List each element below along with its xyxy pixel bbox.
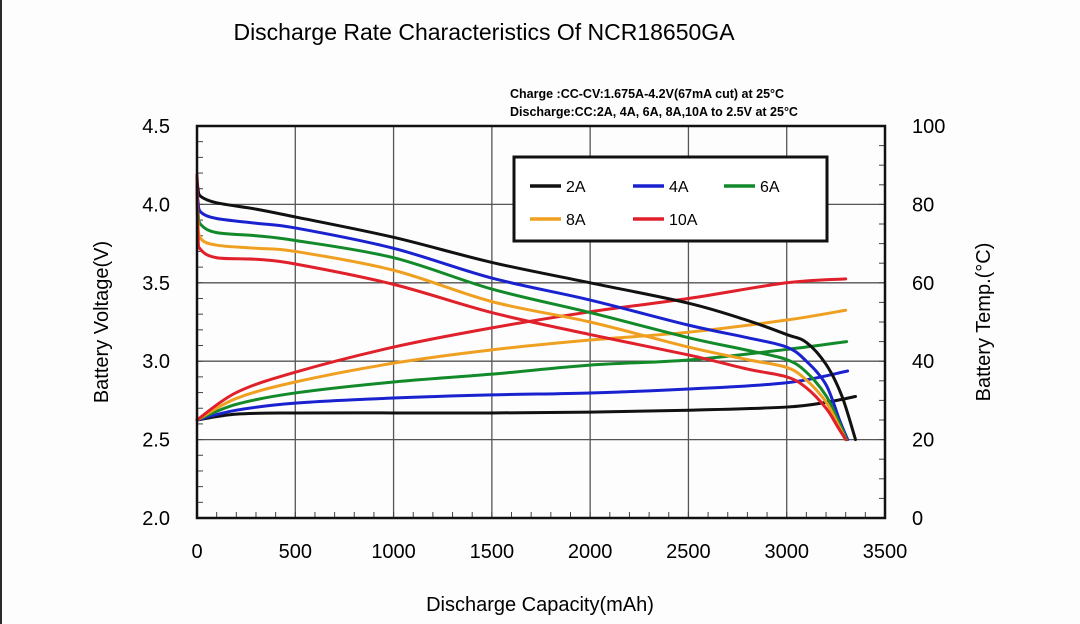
y2-tick-labels: 0 20 40 60 80 100 xyxy=(912,116,945,530)
y2-tick-label: 40 xyxy=(912,351,934,373)
window-left-border xyxy=(0,0,2,624)
y2-tick-label: 0 xyxy=(912,508,923,530)
y-tick-label: 4.0 xyxy=(142,194,170,216)
x-tick-label: 1500 xyxy=(470,541,515,563)
x-tick-label: 2000 xyxy=(568,541,613,563)
voltage-line-10A xyxy=(195,173,848,442)
legend-box xyxy=(512,155,829,243)
y-tick-label: 4.5 xyxy=(142,116,170,138)
x-tick-label: 2500 xyxy=(666,541,711,563)
legend: 2A 4A 6A 8A 10A xyxy=(512,155,829,243)
y-tick-label: 3.0 xyxy=(142,351,170,373)
chart-title: Discharge Rate Characteristics Of NCR186… xyxy=(233,19,735,45)
x-tick-label: 3000 xyxy=(764,541,809,563)
legend-label-4A: 4A xyxy=(669,179,689,196)
discharge-annotation: Discharge:CC:2A, 4A, 6A, 8A,10A to 2.5V … xyxy=(510,105,798,119)
voltage-line-4A xyxy=(195,184,850,442)
y-tick-label: 3.5 xyxy=(142,273,170,295)
y2-tick-label: 60 xyxy=(912,273,934,295)
y-axis-label: Battery Voltage(V) xyxy=(91,241,113,403)
y2-tick-label: 20 xyxy=(912,430,934,452)
y2-tick-label: 80 xyxy=(912,194,934,216)
y-tick-label: 2.0 xyxy=(142,508,170,530)
voltage-series xyxy=(195,173,858,442)
x-tick-labels: 0 500 1000 1500 2000 2500 3000 3500 xyxy=(191,541,907,563)
temperature-line-2A xyxy=(195,394,858,422)
legend-label-8A: 8A xyxy=(566,212,586,229)
voltage-line-2A xyxy=(195,174,858,442)
temperature-series xyxy=(195,277,858,422)
legend-label-6A: 6A xyxy=(760,179,780,196)
temperature-line-10A xyxy=(195,277,848,422)
x-tick-label: 500 xyxy=(279,541,312,563)
temperature-line-6A xyxy=(195,340,849,422)
voltage-line-6A xyxy=(195,190,849,442)
y-tick-label: 2.5 xyxy=(142,430,170,452)
x-tick-label: 0 xyxy=(191,541,202,563)
temperature-line-4A xyxy=(195,369,850,422)
plot-frame xyxy=(195,124,887,520)
legend-label-2A: 2A xyxy=(566,179,586,196)
y2-tick-label: 100 xyxy=(912,116,945,138)
x-tick-label: 3500 xyxy=(863,541,908,563)
x-axis-label: Discharge Capacity(mAh) xyxy=(426,594,654,616)
legend-label-10A: 10A xyxy=(669,212,698,229)
y2-axis-label: Battery Temp.(°C) xyxy=(973,243,995,402)
x-tick-label: 1000 xyxy=(371,541,416,563)
voltage-line-8A xyxy=(195,195,848,442)
y-tick-labels: 2.0 2.5 3.0 3.5 4.0 4.5 xyxy=(142,116,170,530)
charge-annotation: Charge :CC-CV:1.675A-4.2V(67mA cut) at 2… xyxy=(510,87,784,101)
temperature-line-8A xyxy=(195,308,848,422)
